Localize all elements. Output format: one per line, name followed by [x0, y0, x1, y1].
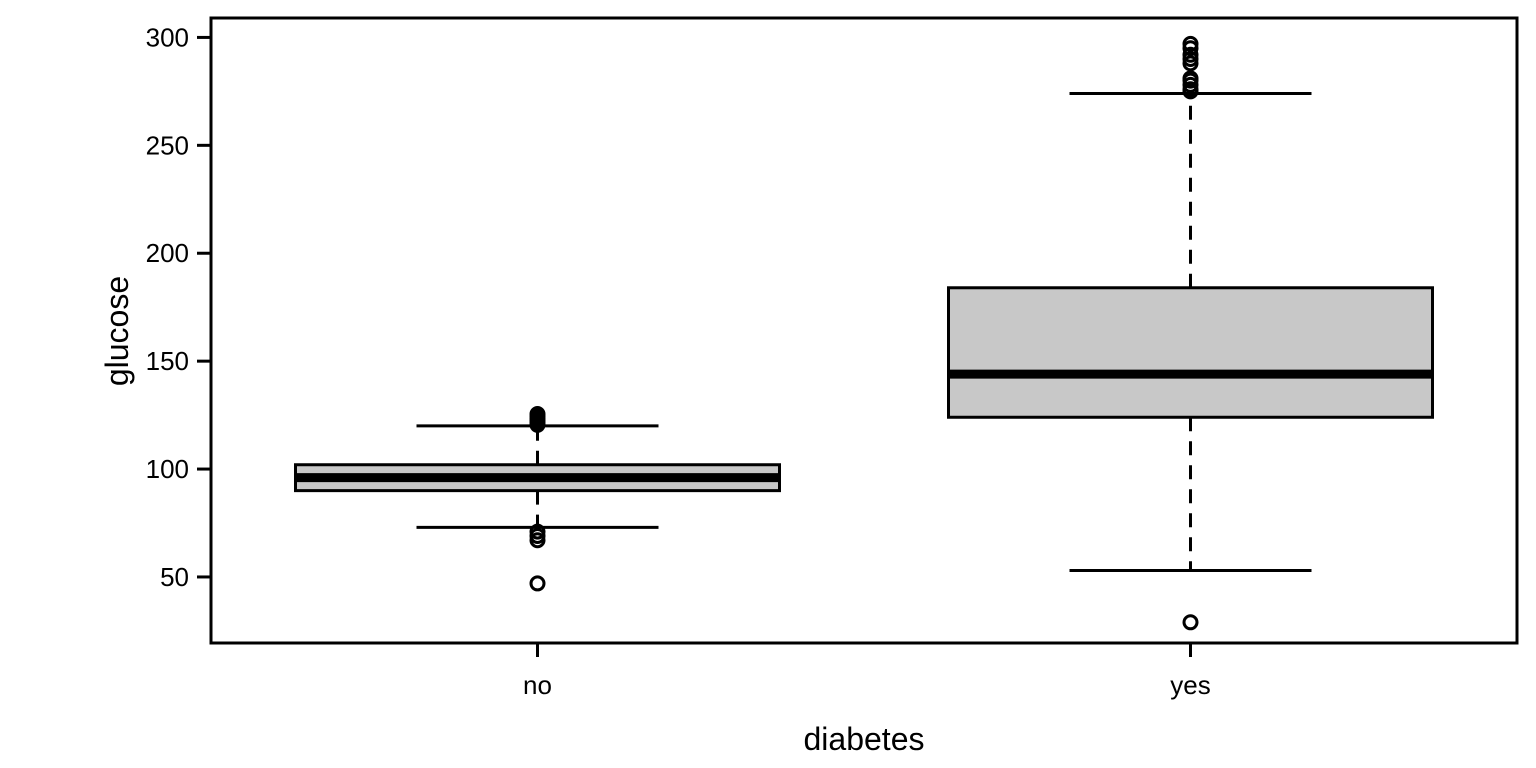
boxes-group — [294, 35, 1434, 631]
outlier-point — [1182, 46, 1199, 63]
y-tick-label: 100 — [146, 454, 189, 484]
plot-frame — [209, 16, 1519, 645]
x-tick-label: yes — [1170, 670, 1210, 700]
y-axis-title: glucose — [99, 276, 135, 386]
y-axis: 50 100 150 200 250 300 — [146, 22, 211, 592]
x-axis-title: diabetes — [804, 721, 925, 757]
outlier-point — [1182, 70, 1199, 87]
y-tick-label: 300 — [146, 22, 189, 52]
x-axis: no yes — [523, 643, 1211, 700]
outlier-point — [529, 523, 546, 540]
y-tick-label: 250 — [146, 130, 189, 160]
y-tick-label: 200 — [146, 238, 189, 268]
y-tick-label: 50 — [160, 562, 189, 592]
x-tick-label: no — [523, 670, 552, 700]
box-body — [947, 286, 1434, 419]
outlier-point — [1182, 35, 1199, 52]
outlier-point — [529, 575, 546, 592]
box-no — [294, 406, 781, 592]
outlier-point — [529, 406, 546, 423]
outlier-point — [1182, 614, 1199, 631]
y-tick-label: 150 — [146, 346, 189, 376]
box-yes — [947, 35, 1434, 631]
